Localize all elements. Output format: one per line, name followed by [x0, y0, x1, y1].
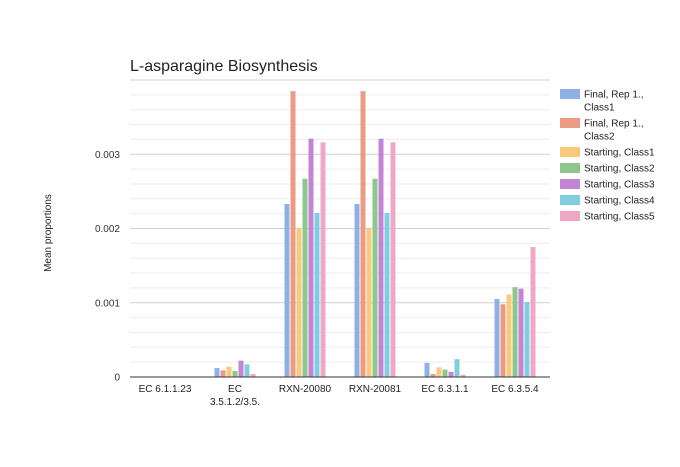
bar	[494, 299, 500, 377]
legend-swatch	[560, 195, 580, 205]
legend-label: Final, Rep 1., Class2	[584, 119, 643, 143]
x-tick-label: EC 6.3.1.1	[421, 384, 469, 395]
bar	[518, 288, 524, 377]
bar	[250, 374, 256, 377]
bar	[454, 359, 460, 377]
bar	[512, 287, 518, 377]
chart-title: L-asparagine Biosynthesis	[130, 58, 318, 75]
bar	[390, 142, 396, 377]
bar	[372, 178, 378, 377]
bar	[360, 91, 366, 377]
bar	[214, 368, 220, 377]
bar	[430, 374, 436, 377]
bar	[320, 142, 326, 377]
x-tick-label: EC 6.1.1.23	[139, 384, 192, 395]
bar	[296, 227, 302, 377]
bar	[460, 374, 466, 377]
y-tick-label: 0	[114, 373, 120, 384]
bar	[500, 304, 506, 377]
bars	[214, 91, 536, 377]
gridlines	[130, 79, 550, 363]
y-tick-label: 0.002	[95, 224, 120, 235]
y-axis-ticks: 0 0.001 0.002 0.003	[95, 150, 120, 384]
bar	[384, 212, 390, 377]
bar	[232, 371, 238, 377]
bar	[506, 294, 512, 377]
bar	[530, 247, 536, 377]
x-tick-label: EC 6.3.5.4	[491, 384, 539, 395]
bar	[448, 371, 454, 377]
legend-label: Starting, Class4	[584, 196, 655, 207]
bar	[290, 91, 296, 377]
bar	[436, 367, 442, 377]
legend-swatch	[560, 147, 580, 157]
legend-label: Final, Rep 1., Class1	[584, 90, 643, 114]
y-tick-label: 0.001	[95, 298, 120, 309]
bar	[424, 362, 430, 377]
legend-label: Starting, Class1	[584, 148, 655, 159]
bar	[354, 204, 360, 377]
y-tick-label: 0.003	[95, 150, 120, 161]
legend-swatch	[560, 118, 580, 128]
x-tick-label: RXN-20080	[279, 384, 332, 395]
bar	[442, 369, 448, 377]
y-axis-label: Mean proportions	[43, 194, 54, 272]
bar	[226, 366, 232, 377]
bar	[314, 212, 320, 377]
bar	[238, 360, 244, 377]
legend-label: Starting, Class2	[584, 164, 655, 175]
bar	[220, 370, 226, 377]
bar	[244, 364, 250, 377]
legend-swatch	[560, 211, 580, 221]
bar	[284, 204, 290, 377]
bar	[302, 178, 308, 377]
bar	[308, 138, 314, 377]
legend-swatch	[560, 179, 580, 189]
legend: Final, Rep 1., Class1 Final, Rep 1., Class2…	[560, 89, 655, 223]
x-tick-label: EC 3.5.1.2/3.5.	[210, 384, 260, 408]
legend-swatch	[560, 89, 580, 99]
x-axis-labels: EC 6.1.1.23 EC 3.5.1.2/3.5. RXN-20080 RXN-20…	[139, 384, 539, 408]
bar	[378, 138, 384, 377]
bar	[524, 302, 530, 377]
legend-label: Starting, Class5	[584, 212, 655, 223]
bar	[366, 227, 372, 377]
legend-label: Starting, Class3	[584, 180, 655, 191]
legend-swatch	[560, 163, 580, 173]
x-tick-label: RXN-20081	[349, 384, 402, 395]
